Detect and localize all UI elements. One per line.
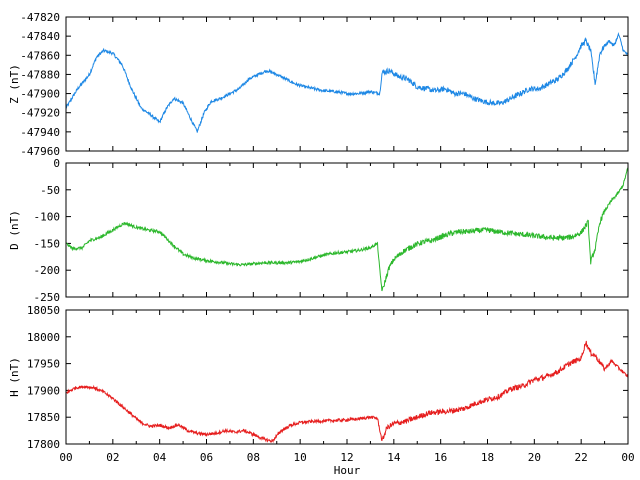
- z-ytick-label: -47880: [20, 68, 60, 81]
- x-tick-label: 12: [340, 451, 353, 464]
- d-plot-frame: [65, 162, 629, 298]
- z-ytick-label: -47840: [20, 30, 60, 43]
- z-ytick-label: -47820: [20, 11, 60, 24]
- d-ytick-label: 0: [53, 157, 60, 170]
- h-series-line: [65, 340, 629, 444]
- x-tick-label: 00: [621, 451, 634, 464]
- z-plot-frame: [65, 16, 629, 152]
- x-tick-label: 14: [387, 451, 401, 464]
- z-ytick-label: -47900: [20, 88, 60, 101]
- d-axis-label: D (nT): [8, 210, 21, 250]
- x-tick-label: 02: [106, 451, 119, 464]
- h-ytick-label: 17900: [27, 384, 60, 397]
- h-ytick-label: 17950: [27, 358, 60, 371]
- x-tick-label: 18: [481, 451, 494, 464]
- x-tick-label: 22: [575, 451, 588, 464]
- h-ytick-label: 18000: [27, 331, 60, 344]
- d-ytick-label: -100: [34, 211, 61, 224]
- z-axis-label: Z (nT): [8, 64, 21, 104]
- h-axis-label: H (nT): [8, 357, 21, 397]
- z-ytick-label: -47940: [20, 126, 60, 139]
- h-ytick-label: 17800: [27, 438, 60, 451]
- x-tick-label: 20: [528, 451, 541, 464]
- d-ytick-label: -250: [34, 291, 61, 304]
- z-ytick-label: -47920: [20, 107, 60, 120]
- x-tick-label: 10: [294, 451, 307, 464]
- x-tick-label: 06: [200, 451, 213, 464]
- z-ytick-label: -47860: [20, 49, 60, 62]
- z-ytick-label: -47960: [20, 145, 60, 158]
- z-series-line: [65, 32, 629, 133]
- x-tick-label: 16: [434, 451, 447, 464]
- h-ytick-label: 17850: [27, 411, 60, 424]
- x-tick-label: 00: [59, 451, 72, 464]
- x-axis-label: Hour: [334, 464, 361, 477]
- h-plot-frame: [65, 309, 629, 445]
- d-ytick-label: -200: [34, 264, 61, 277]
- x-tick-label: 08: [247, 451, 260, 464]
- d-series-line: [65, 167, 629, 292]
- h-ytick-label: 18050: [27, 304, 60, 317]
- x-tick-label: 04: [153, 451, 167, 464]
- d-ytick-label: -150: [34, 237, 61, 250]
- d-ytick-label: -50: [40, 184, 60, 197]
